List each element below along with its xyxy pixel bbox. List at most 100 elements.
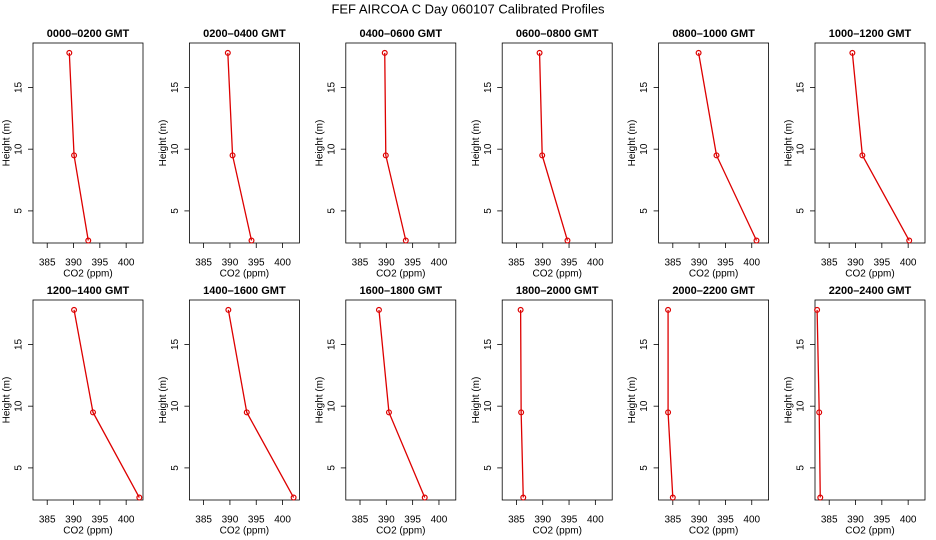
profile-line <box>227 309 295 498</box>
y-tick-label: 15 <box>170 338 181 350</box>
x-tick-label: 385 <box>352 515 369 526</box>
x-tick-label: 395 <box>404 258 421 269</box>
x-tick-label: 385 <box>195 258 212 269</box>
plot-frame <box>814 299 926 501</box>
x-axis-label: CO2 (ppm) <box>532 269 581 280</box>
y-tick-label: 10 <box>170 400 181 412</box>
data-point <box>229 152 236 159</box>
data-point <box>520 494 527 501</box>
x-tick-label: 385 <box>39 258 56 269</box>
panel: 0800–1000 GMT 385 390 395 400 5 10 15 CO2 (ppm) H… <box>627 28 769 280</box>
x-axis-label: CO2 (ppm) <box>376 269 425 280</box>
x-tick-label: 390 <box>222 258 239 269</box>
data-point <box>66 49 73 56</box>
y-tick-label: 5 <box>14 465 25 471</box>
data-point <box>89 409 96 416</box>
y-tick-label: 10 <box>796 400 807 412</box>
x-tick-label: 395 <box>404 515 421 526</box>
plot-frame <box>32 299 144 501</box>
y-tick-label: 15 <box>14 81 25 93</box>
x-tick-label: 400 <box>900 258 917 269</box>
x-tick-label: 390 <box>847 515 864 526</box>
data-point <box>381 49 388 56</box>
profile-line <box>73 309 140 498</box>
data-point <box>517 306 524 313</box>
data-point <box>136 494 143 501</box>
x-tick-label: 385 <box>664 515 681 526</box>
y-tick-label: 5 <box>170 208 181 214</box>
data-point <box>849 49 856 56</box>
plot-frame <box>188 299 300 501</box>
x-tick-label: 390 <box>847 258 864 269</box>
panel-title: 1000–1200 GMT <box>829 28 912 40</box>
data-point <box>375 306 382 313</box>
y-axis-label: Height (m) <box>2 377 13 424</box>
y-axis-label: Height (m) <box>471 377 482 424</box>
x-axis-label: CO2 (ppm) <box>220 269 269 280</box>
panel-title: 0000–0200 GMT <box>47 28 130 40</box>
x-tick-label: 395 <box>248 515 265 526</box>
data-point <box>695 49 702 56</box>
y-tick-label: 5 <box>483 208 494 214</box>
y-tick-label: 10 <box>796 143 807 155</box>
y-tick-label: 15 <box>170 81 181 93</box>
panel: 2000–2200 GMT 385 390 395 400 5 10 15 CO2 (ppm) H… <box>627 285 769 537</box>
y-tick-label: 5 <box>639 208 650 214</box>
data-point <box>665 409 672 416</box>
x-tick-label: 400 <box>431 515 448 526</box>
panel-title: 1200–1400 GMT <box>47 285 130 297</box>
panel-title: 1800–2000 GMT <box>516 285 599 297</box>
x-axis-label: CO2 (ppm) <box>63 526 112 537</box>
x-tick-label: 390 <box>65 258 82 269</box>
profile-line <box>538 52 569 241</box>
y-tick-label: 10 <box>326 143 337 155</box>
y-axis-label: Height (m) <box>471 120 482 167</box>
y-tick-label: 15 <box>796 338 807 350</box>
panel-title: 1600–1800 GMT <box>360 285 443 297</box>
data-point <box>71 306 78 313</box>
profile-line <box>816 309 821 498</box>
data-point <box>248 237 255 244</box>
profile-line <box>68 52 89 241</box>
y-tick-label: 5 <box>14 208 25 214</box>
y-axis-label: Height (m) <box>784 377 795 424</box>
y-tick-label: 5 <box>326 208 337 214</box>
x-tick-label: 395 <box>561 515 578 526</box>
profile-line <box>227 52 253 241</box>
data-point <box>385 409 392 416</box>
y-tick-label: 10 <box>326 400 337 412</box>
data-point <box>518 409 525 416</box>
x-tick-label: 390 <box>378 258 395 269</box>
x-tick-label: 400 <box>900 515 917 526</box>
x-tick-label: 395 <box>91 515 108 526</box>
data-point <box>906 237 913 244</box>
y-tick-label: 15 <box>326 81 337 93</box>
data-point <box>536 49 543 56</box>
plot-frame <box>345 299 457 501</box>
y-tick-label: 10 <box>170 143 181 155</box>
plot-frame <box>188 42 300 244</box>
y-tick-label: 15 <box>326 338 337 350</box>
x-tick-label: 390 <box>534 515 551 526</box>
x-axis-label: CO2 (ppm) <box>220 526 269 537</box>
x-axis-label: CO2 (ppm) <box>63 269 112 280</box>
panel-title: 0800–1000 GMT <box>672 28 755 40</box>
x-tick-label: 390 <box>534 258 551 269</box>
x-tick-label: 400 <box>587 258 604 269</box>
x-tick-label: 390 <box>691 515 708 526</box>
panel-title: 1400–1600 GMT <box>203 285 286 297</box>
x-axis-label: CO2 (ppm) <box>845 526 894 537</box>
data-point <box>753 237 760 244</box>
x-tick-label: 400 <box>118 515 135 526</box>
y-tick-label: 10 <box>483 400 494 412</box>
panel: 0600–0800 GMT 385 390 395 400 5 10 15 CO2 (ppm) H… <box>471 28 613 280</box>
data-point <box>564 237 571 244</box>
y-tick-label: 10 <box>14 143 25 155</box>
x-axis-label: CO2 (ppm) <box>376 526 425 537</box>
x-tick-label: 385 <box>821 258 838 269</box>
profile-line <box>697 52 758 241</box>
x-tick-label: 400 <box>743 515 760 526</box>
y-axis-label: Height (m) <box>627 120 638 167</box>
y-tick-label: 10 <box>14 400 25 412</box>
